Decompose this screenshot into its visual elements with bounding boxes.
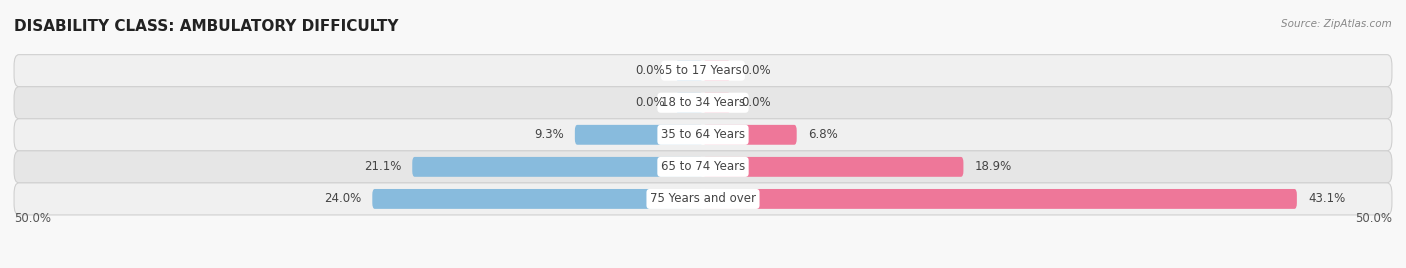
FancyBboxPatch shape <box>14 151 1392 183</box>
FancyBboxPatch shape <box>703 93 731 113</box>
Text: 75 Years and over: 75 Years and over <box>650 192 756 205</box>
Text: 65 to 74 Years: 65 to 74 Years <box>661 160 745 173</box>
FancyBboxPatch shape <box>675 61 703 81</box>
Text: 43.1%: 43.1% <box>1308 192 1346 205</box>
Text: 50.0%: 50.0% <box>1355 212 1392 225</box>
FancyBboxPatch shape <box>373 189 703 209</box>
Text: 24.0%: 24.0% <box>323 192 361 205</box>
Text: 18.9%: 18.9% <box>974 160 1012 173</box>
FancyBboxPatch shape <box>14 55 1392 87</box>
FancyBboxPatch shape <box>703 61 731 81</box>
Text: Source: ZipAtlas.com: Source: ZipAtlas.com <box>1281 19 1392 29</box>
FancyBboxPatch shape <box>412 157 703 177</box>
FancyBboxPatch shape <box>14 119 1392 151</box>
FancyBboxPatch shape <box>703 157 963 177</box>
FancyBboxPatch shape <box>703 125 797 145</box>
Text: 9.3%: 9.3% <box>534 128 564 141</box>
Text: 5 to 17 Years: 5 to 17 Years <box>665 64 741 77</box>
FancyBboxPatch shape <box>575 125 703 145</box>
Text: 18 to 34 Years: 18 to 34 Years <box>661 96 745 109</box>
Text: 21.1%: 21.1% <box>364 160 401 173</box>
Text: 0.0%: 0.0% <box>741 96 772 109</box>
FancyBboxPatch shape <box>703 189 1296 209</box>
FancyBboxPatch shape <box>14 87 1392 119</box>
Text: 0.0%: 0.0% <box>741 64 772 77</box>
FancyBboxPatch shape <box>675 93 703 113</box>
Text: 0.0%: 0.0% <box>634 64 665 77</box>
Text: 6.8%: 6.8% <box>807 128 838 141</box>
Text: DISABILITY CLASS: AMBULATORY DIFFICULTY: DISABILITY CLASS: AMBULATORY DIFFICULTY <box>14 19 398 34</box>
Text: 35 to 64 Years: 35 to 64 Years <box>661 128 745 141</box>
FancyBboxPatch shape <box>14 183 1392 215</box>
Text: 50.0%: 50.0% <box>14 212 51 225</box>
Text: 0.0%: 0.0% <box>634 96 665 109</box>
